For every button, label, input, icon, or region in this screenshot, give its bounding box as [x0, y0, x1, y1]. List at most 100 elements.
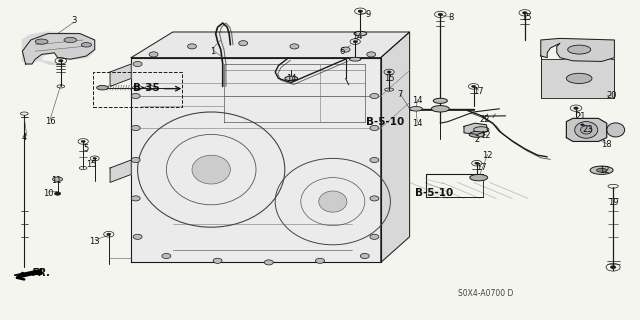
Text: 2: 2: [474, 135, 479, 144]
Text: 4: 4: [22, 133, 27, 142]
Ellipse shape: [590, 166, 613, 174]
Ellipse shape: [133, 61, 142, 67]
Ellipse shape: [64, 37, 77, 43]
Ellipse shape: [58, 60, 63, 62]
Ellipse shape: [573, 107, 579, 109]
Ellipse shape: [370, 93, 379, 99]
Text: 14: 14: [412, 96, 422, 105]
Polygon shape: [131, 32, 410, 58]
Ellipse shape: [131, 196, 140, 201]
Text: 10: 10: [43, 189, 53, 198]
Ellipse shape: [290, 44, 299, 49]
Ellipse shape: [596, 168, 607, 172]
Text: B-5-10: B-5-10: [366, 117, 404, 127]
Ellipse shape: [433, 98, 447, 103]
Text: 3: 3: [71, 16, 76, 25]
Text: 21: 21: [576, 112, 586, 121]
Ellipse shape: [316, 258, 324, 263]
Text: 15: 15: [86, 160, 96, 169]
Text: 20: 20: [606, 92, 616, 100]
Text: 23: 23: [582, 125, 593, 134]
Ellipse shape: [35, 39, 48, 44]
Ellipse shape: [566, 73, 592, 84]
Ellipse shape: [97, 85, 108, 90]
Ellipse shape: [367, 52, 376, 57]
Text: 14: 14: [352, 32, 362, 41]
Ellipse shape: [474, 127, 489, 132]
Ellipse shape: [162, 253, 171, 259]
Polygon shape: [110, 64, 131, 86]
Ellipse shape: [341, 47, 350, 52]
Text: 15: 15: [384, 74, 394, 83]
Ellipse shape: [93, 157, 97, 159]
Polygon shape: [22, 34, 95, 64]
Ellipse shape: [354, 31, 367, 36]
Ellipse shape: [611, 266, 616, 269]
Ellipse shape: [81, 140, 85, 143]
Ellipse shape: [410, 107, 422, 111]
Ellipse shape: [81, 43, 92, 47]
Ellipse shape: [580, 126, 592, 134]
Ellipse shape: [192, 155, 230, 184]
Polygon shape: [131, 58, 381, 262]
Ellipse shape: [360, 253, 369, 259]
Ellipse shape: [353, 40, 357, 43]
Polygon shape: [110, 160, 131, 182]
Text: 15: 15: [521, 13, 531, 22]
Ellipse shape: [568, 45, 591, 54]
Polygon shape: [22, 32, 93, 66]
Text: B-5-10: B-5-10: [415, 188, 453, 198]
Ellipse shape: [438, 13, 443, 16]
Text: 16: 16: [45, 117, 55, 126]
Text: 17: 17: [476, 164, 486, 172]
Text: B-35: B-35: [133, 83, 160, 93]
Ellipse shape: [149, 52, 158, 57]
Text: 8: 8: [449, 13, 454, 22]
Polygon shape: [566, 118, 607, 141]
Text: 14: 14: [412, 119, 422, 128]
Ellipse shape: [264, 260, 273, 265]
Text: 19: 19: [608, 198, 618, 207]
Ellipse shape: [131, 93, 140, 99]
Ellipse shape: [370, 196, 379, 201]
Ellipse shape: [213, 258, 222, 263]
Ellipse shape: [580, 124, 584, 126]
Ellipse shape: [370, 125, 379, 131]
Text: 12: 12: [480, 132, 490, 140]
Ellipse shape: [239, 41, 248, 46]
Text: 7: 7: [397, 90, 403, 99]
Text: 18: 18: [602, 140, 612, 149]
Ellipse shape: [431, 106, 449, 112]
Ellipse shape: [387, 71, 391, 73]
Text: 12: 12: [483, 151, 493, 160]
Ellipse shape: [522, 12, 527, 14]
Ellipse shape: [358, 10, 363, 12]
Polygon shape: [541, 38, 614, 61]
Ellipse shape: [319, 191, 347, 212]
Ellipse shape: [370, 157, 379, 163]
Text: 13: 13: [90, 237, 100, 246]
Text: 6: 6: [340, 47, 345, 56]
Ellipse shape: [349, 57, 361, 61]
Ellipse shape: [607, 123, 625, 137]
Text: 1: 1: [210, 47, 215, 56]
Text: 12: 12: [600, 166, 610, 175]
Ellipse shape: [133, 234, 142, 239]
Ellipse shape: [285, 76, 298, 81]
Polygon shape: [464, 123, 488, 134]
Ellipse shape: [52, 177, 63, 181]
FancyBboxPatch shape: [541, 59, 614, 98]
Text: 22: 22: [480, 116, 490, 124]
Text: 17: 17: [474, 87, 484, 96]
Ellipse shape: [576, 133, 589, 139]
Ellipse shape: [472, 85, 476, 88]
Ellipse shape: [54, 192, 61, 195]
Ellipse shape: [107, 233, 111, 236]
Ellipse shape: [131, 157, 140, 163]
Polygon shape: [381, 32, 410, 262]
Ellipse shape: [470, 174, 488, 181]
Text: 14: 14: [286, 74, 296, 83]
Text: S0X4-A0700 D: S0X4-A0700 D: [458, 289, 513, 298]
Ellipse shape: [188, 44, 196, 49]
Ellipse shape: [370, 234, 379, 239]
